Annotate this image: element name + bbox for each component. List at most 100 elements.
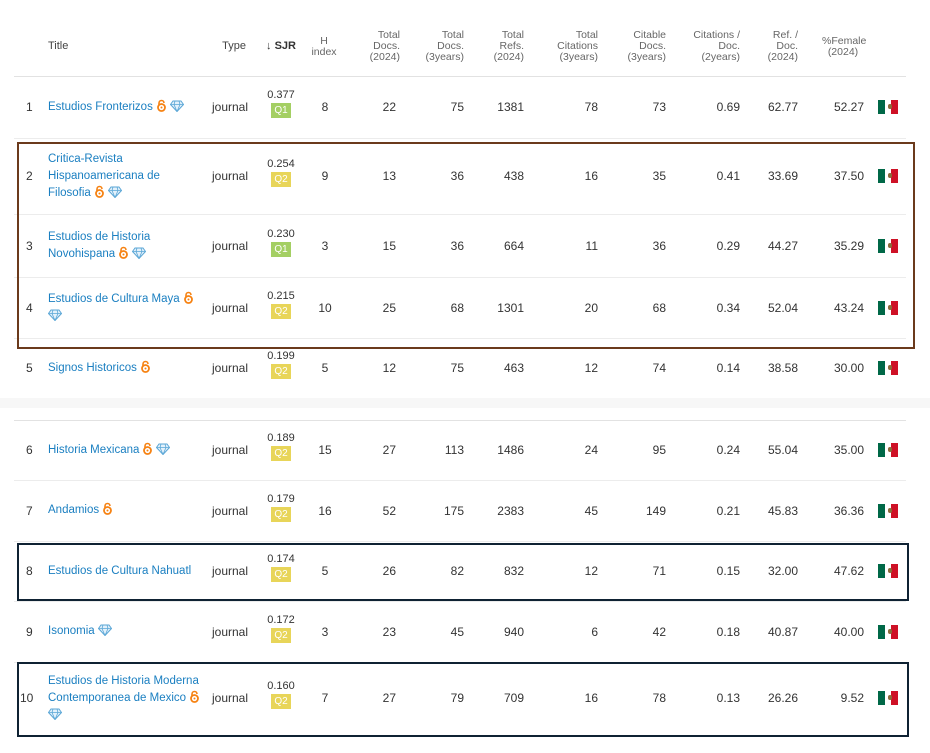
journal-title-line: Andamios [48,504,100,516]
header-total-citations[interactable]: Total Citations (3years) [546,30,598,63]
journal-title-link[interactable]: Historia Mexicana [48,442,171,459]
sjr-score: 0.160 [267,680,295,692]
journal-title-link[interactable]: Signos Historicos [48,360,151,377]
sjr-value: 0.254 Q2 [266,158,296,187]
journal-type: journal [212,564,249,578]
quartile-badge: Q2 [271,303,291,319]
header-h-index[interactable]: H index [309,36,339,58]
header-total-docs-3y-line1: Total [441,29,464,41]
citations-per-doc-value: 0.34 [716,300,740,315]
citations-per-doc-value: 0.24 [716,443,740,457]
header-citable-docs-line3: (3years) [627,51,666,63]
journal-title-link[interactable]: Estudios de Cultura Maya [47,291,194,325]
table-row [14,277,906,339]
sjr-score: 0.230 [267,227,295,240]
citable-docs-value: 68 [652,300,666,315]
header-total-docs-3y-line3: (3years) [425,51,464,63]
header-ref-per-doc[interactable]: Ref. / Doc. (2024) [758,30,798,63]
quartile-badge: Q2 [271,506,291,522]
table-row [14,338,906,399]
journal-title-line: Signos Historicos [48,361,137,374]
header-ref-per-doc-line3: (2024) [767,51,798,63]
total-refs-value: 832 [503,564,524,578]
journal-title-link[interactable]: Estudios de Cultura Nahuatl [48,563,191,580]
open-access-icon [183,291,194,304]
header-citable-docs[interactable]: Citable Docs. (3years) [620,30,666,63]
citable-docs-value: 74 [652,361,666,375]
journal-title-link[interactable]: Estudios de Historia Novohispana [48,229,150,263]
journal-title-link[interactable]: Isonomia [48,623,112,640]
citable-docs-value: 71 [652,564,666,578]
open-access-icon [94,185,105,198]
header-total-refs[interactable]: Total Refs. (2024) [482,30,524,63]
total-docs-3y-value: 75 [450,361,464,375]
quartile-badge: Q2 [271,172,291,187]
journal-type: journal [212,169,249,183]
header-total-refs-line2: Refs. [499,40,524,52]
header-h-index-line1: H [320,35,328,47]
journal-type: journal [212,300,249,315]
total-docs-3y-value: 36 [450,238,464,253]
sjr-score: 0.377 [267,89,295,101]
table-row [14,601,906,663]
open-access-icon [142,442,153,455]
female-percent-value: 47.62 [833,564,864,578]
journal-title-link[interactable]: Estudios de Historia Moderna Contemporane… [47,673,200,724]
total-docs-3y-value: 79 [450,691,464,705]
journal-title-link[interactable]: Estudios Fronterizos [48,99,184,116]
total-docs-2024-value: 25 [382,300,396,315]
female-percent-value: 37.50 [833,169,864,183]
journal-type: journal [212,100,249,114]
sjr-score: 0.189 [267,432,295,444]
citable-docs-value: 36 [652,238,666,253]
header-title[interactable]: Title [48,40,69,52]
rank-number: 9 [26,624,33,639]
mexico-flag-icon [878,443,899,457]
quartile-badge: Q2 [271,567,291,582]
diamond-icon [47,309,63,322]
ref-per-doc-value: 26.26 [767,691,798,705]
mexico-flag-icon [878,300,899,315]
mexico-flag-icon [878,361,899,375]
total-docs-2024-value: 26 [382,564,396,578]
citable-docs-value: 35 [652,169,666,183]
h-index-value: 8 [321,100,329,114]
journal-title-line: Estudios de Cultura Nahuatl [48,564,192,577]
header-total-citations-line3: (3years) [559,51,598,63]
sjr-value: 0.230 Q1 [266,228,296,257]
citable-docs-value: 95 [652,443,666,457]
citations-per-doc-value: 0.41 [716,169,740,183]
diamond-icon [156,443,171,456]
female-percent-value: 52.27 [833,100,864,114]
header-sjr[interactable]: ↓ SJR [266,40,296,52]
journal-title-line: Estudios Fronterizos [48,100,153,113]
header-total-docs-2024[interactable]: Total Docs. (2024) [360,30,400,63]
open-access-icon [156,99,167,112]
mexico-flag-icon [878,238,899,253]
header-total-docs-3y-line2: Docs. [437,40,464,52]
journal-title-line: Novohispana [48,247,116,260]
female-percent-value: 40.00 [833,624,864,639]
sjr-value: 0.179 Q2 [266,493,296,522]
journal-title-link[interactable]: Critica-Revista Hispanoamericana de Filoso… [48,151,160,202]
total-citations-value: 12 [584,564,598,578]
header-total-docs-3y[interactable]: Total Docs. (3years) [420,30,464,63]
header-female[interactable]: %Female (2024) [822,36,872,58]
journal-title-line: Estudios de Cultura Maya [48,292,180,305]
rank-number: 5 [26,361,33,375]
total-citations-value: 16 [584,169,598,183]
mexico-flag-icon [878,100,899,114]
h-index-value: 10 [318,300,332,315]
header-type[interactable]: Type [222,40,246,52]
header-citations-per-doc[interactable]: Citations / Doc. (2years) [682,30,740,63]
rank-number: 1 [26,100,33,114]
citable-docs-value: 42 [652,624,666,639]
journal-title-link[interactable]: Andamios [48,502,113,519]
header-h-index-line2: index [311,46,337,58]
citations-per-doc-value: 0.69 [716,100,740,114]
table-row [14,76,906,139]
sjr-score: 0.172 [267,613,295,626]
quartile-badge: Q2 [271,694,291,709]
sjr-value: 0.160 Q2 [266,680,296,709]
